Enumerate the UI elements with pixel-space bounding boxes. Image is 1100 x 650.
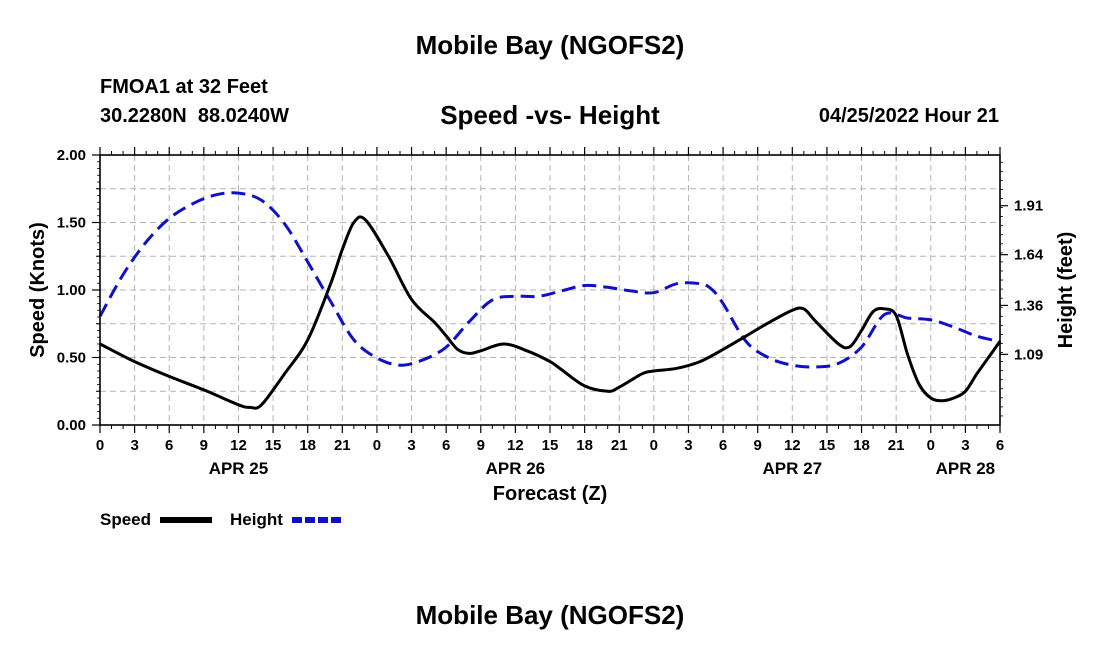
x-tick-label: 12 — [507, 437, 524, 454]
y-tick-label: 2.00 — [57, 147, 86, 164]
x-tick-label: 3 — [961, 437, 969, 454]
station-coords: 30.2280N 88.0240W — [100, 105, 290, 127]
x-tick-label: 15 — [542, 437, 559, 454]
x-tick-label: 18 — [299, 437, 316, 454]
legend-speed-label: Speed — [100, 510, 151, 529]
speed-series-line — [99, 215, 1002, 410]
x-axis-title: Forecast (Z) — [493, 483, 607, 505]
y2-axis-title: Height (feet) — [1055, 232, 1077, 349]
forecast-datetime: 04/25/2022 Hour 21 — [818, 105, 999, 127]
x-tick-label: 6 — [165, 437, 173, 454]
station-name: FMOA1 at 32 Feet — [100, 76, 268, 98]
x-tick-label: 0 — [373, 437, 381, 454]
x-tick-label: 18 — [853, 437, 870, 454]
x-tick-label: 6 — [996, 437, 1004, 454]
footer-title: Mobile Bay (NGOFS2) — [415, 600, 685, 630]
legend: Speed Height — [100, 510, 342, 529]
y2-tick-label: 1.09 — [1014, 346, 1043, 363]
date-label: APR 28 — [936, 459, 996, 478]
y-tick-label: 1.50 — [57, 215, 86, 232]
x-tick-label: 9 — [477, 437, 485, 454]
x-tick-label: 6 — [442, 437, 450, 454]
x-tick-label: 3 — [684, 437, 692, 454]
x-tick-label: 18 — [576, 437, 593, 454]
axis-titles: Forecast (Z) Speed (Knots) Height (feet) — [27, 222, 1077, 505]
x-tick-label: 21 — [334, 437, 351, 454]
x-tick-label: 21 — [611, 437, 628, 454]
x-tick-label: 12 — [784, 437, 801, 454]
x-tick-label: 15 — [265, 437, 282, 454]
x-tick-label: 0 — [96, 437, 104, 454]
x-tick-label: 9 — [754, 437, 762, 454]
x-tick-label: 0 — [650, 437, 658, 454]
x-tick-label: 6 — [719, 437, 727, 454]
x-tick-label: 12 — [230, 437, 247, 454]
y-tick-label: 1.00 — [57, 282, 86, 299]
y-axis-title: Speed (Knots) — [27, 222, 49, 358]
tick-labels: 0 3 6 9 12 15 18 21 0 3 6 9 12 15 18 21 0 3 6 9 12 15 18 21 0 3 6A… — [57, 147, 1044, 478]
height-series-line — [98, 191, 1001, 369]
y2-tick-label: 1.64 — [1014, 247, 1044, 264]
series-lines — [98, 191, 1002, 410]
date-label: APR 25 — [209, 459, 269, 478]
y2-tick-label: 1.36 — [1014, 297, 1043, 314]
legend-height-label: Height — [230, 510, 283, 529]
y-tick-label: 0.50 — [57, 350, 86, 367]
x-tick-label: 3 — [130, 437, 138, 454]
y-tick-label: 0.00 — [57, 417, 86, 434]
page-title: Mobile Bay (NGOFS2) — [415, 30, 685, 60]
y2-tick-label: 1.91 — [1014, 198, 1043, 215]
x-tick-label: 0 — [927, 437, 935, 454]
date-label: APR 26 — [486, 459, 546, 478]
plot-frame — [99, 154, 1001, 426]
x-tick-label: 21 — [888, 437, 905, 454]
grid-lines — [100, 155, 1000, 425]
x-tick-label: 9 — [200, 437, 208, 454]
chart-subtitle: Speed -vs- Height — [440, 100, 660, 130]
x-tick-label: 3 — [407, 437, 415, 454]
date-label: APR 27 — [763, 459, 823, 478]
x-tick-label: 15 — [819, 437, 836, 454]
